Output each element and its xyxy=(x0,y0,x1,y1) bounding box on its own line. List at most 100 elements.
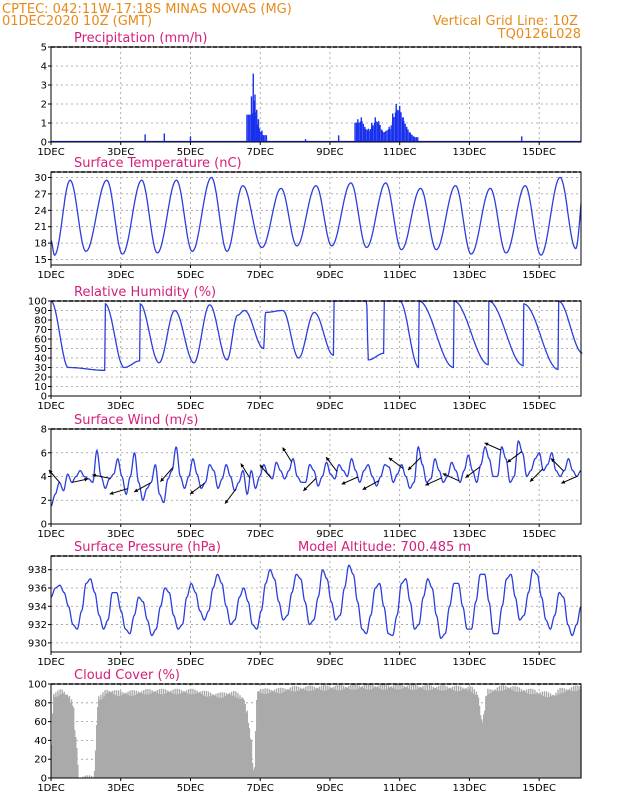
cloud-bar xyxy=(124,693,126,778)
header-line2: 01DEC2020 10Z (GMT) xyxy=(2,14,152,29)
cloud-xtick: 7DEC xyxy=(247,783,274,794)
pressure-xtick: 5DEC xyxy=(177,657,204,668)
wind-vector-head xyxy=(109,491,114,495)
cloud-bar xyxy=(558,693,560,778)
cloud-bar xyxy=(157,693,160,778)
cloud-bar xyxy=(65,695,68,778)
precip-bar xyxy=(378,123,380,142)
cloud-bar xyxy=(579,686,581,778)
cloud-xtick: 3DEC xyxy=(107,783,134,794)
wind-title: Surface Wind (m/s) xyxy=(74,413,198,428)
cloud-bar xyxy=(488,693,490,778)
cloud-bar xyxy=(229,694,232,778)
wind-xtick: 7DEC xyxy=(247,529,274,540)
cloud-bar xyxy=(529,694,531,778)
cloud-bar xyxy=(167,690,169,778)
cloud-bar xyxy=(326,690,328,778)
cloud-bar xyxy=(184,692,187,778)
cloud-bar xyxy=(419,687,421,778)
cloud-bar xyxy=(295,686,298,778)
cloud-bar xyxy=(347,688,349,778)
precip-bar xyxy=(372,125,374,142)
rh-title: Relative Humidity (%) xyxy=(74,285,216,300)
cloud-bar xyxy=(572,686,575,778)
cloud-bar xyxy=(71,705,74,778)
cloud-bar xyxy=(132,695,134,778)
cloud-bar xyxy=(238,698,240,778)
rh-ytick: 60 xyxy=(34,335,47,346)
cloud-bar xyxy=(225,693,228,778)
precip-ytick: 1 xyxy=(41,119,47,130)
cloud-bar xyxy=(276,693,279,778)
cloud-bar xyxy=(148,694,150,778)
cloud-bar xyxy=(112,693,115,778)
wind-vector-head xyxy=(190,490,194,494)
cloud-bar xyxy=(101,698,103,778)
wind-vector-head xyxy=(134,488,139,492)
cloud-bar xyxy=(304,690,306,778)
temp-ytick: 15 xyxy=(34,255,47,266)
cloud-bar xyxy=(173,693,175,778)
cloud-bar xyxy=(568,688,571,778)
cloud-bar xyxy=(245,712,247,778)
temp-ytick: 18 xyxy=(34,239,47,250)
cloud-bar xyxy=(180,689,183,778)
cloud-bar xyxy=(220,697,222,778)
rh-line xyxy=(50,300,583,371)
cloud-bar xyxy=(362,688,365,778)
cloud-bar xyxy=(201,690,204,778)
cloud-bar xyxy=(469,686,471,778)
cloud-ytick: 40 xyxy=(34,736,47,747)
cloud-bar xyxy=(428,685,431,778)
precip-bar xyxy=(337,135,340,142)
cloud-bar xyxy=(429,690,432,778)
cloud-bar xyxy=(354,684,356,778)
cloud-bar xyxy=(470,691,472,778)
cloud-bar xyxy=(564,691,567,778)
cloud-bar xyxy=(492,691,494,778)
cloud-bar xyxy=(222,697,224,778)
rh-ytick: 90 xyxy=(34,306,47,317)
cloud-bar xyxy=(338,684,341,778)
cloud-bar xyxy=(408,684,411,778)
cloud-bar xyxy=(421,688,423,778)
precip-bar xyxy=(401,117,404,142)
cloud-bar xyxy=(102,692,104,778)
cloud-bar xyxy=(234,696,236,778)
precip-ytick: 4 xyxy=(41,62,47,73)
cloud-bar xyxy=(253,767,256,778)
panels: 0 1 2 3 4 5 1DEC 3DEC 5DEC 7DEC 9DEC 11DEC 13DEC 15DE… xyxy=(28,31,583,794)
precip-bar xyxy=(260,131,262,142)
temp-ytick: 27 xyxy=(34,189,47,200)
cloud-bar xyxy=(68,695,71,778)
wind-vector-head xyxy=(442,473,447,477)
cloud-bar xyxy=(59,689,61,778)
cloud-bar xyxy=(249,738,252,778)
cloud-bar xyxy=(70,699,73,778)
cloud-bar xyxy=(392,687,394,778)
precip-bar xyxy=(364,128,366,142)
precip-bar xyxy=(371,126,373,142)
cloud-bar xyxy=(559,687,561,778)
cloud-bar xyxy=(351,689,353,778)
cloud-bar xyxy=(320,685,323,778)
precip-bar xyxy=(253,100,255,142)
cloud-bar xyxy=(178,689,181,778)
wind-vector-head xyxy=(282,447,287,452)
cloud-bar xyxy=(375,686,377,778)
cloud-bar xyxy=(110,692,113,778)
cloud-bar xyxy=(57,690,59,778)
cloud-title: Cloud Cover (%) xyxy=(74,668,180,683)
cloud-bar xyxy=(54,696,56,778)
cloud-bar xyxy=(258,691,260,778)
cloud-bar xyxy=(130,695,132,778)
cloud-bar xyxy=(405,687,408,778)
cloud-bar xyxy=(104,690,106,778)
rh-ytick: 30 xyxy=(34,363,47,374)
cloud-bar xyxy=(396,689,398,778)
cloud-bar xyxy=(142,693,144,778)
cloud-bar xyxy=(430,685,433,778)
cloud-bar xyxy=(523,690,526,778)
cloud-bar xyxy=(294,691,297,778)
